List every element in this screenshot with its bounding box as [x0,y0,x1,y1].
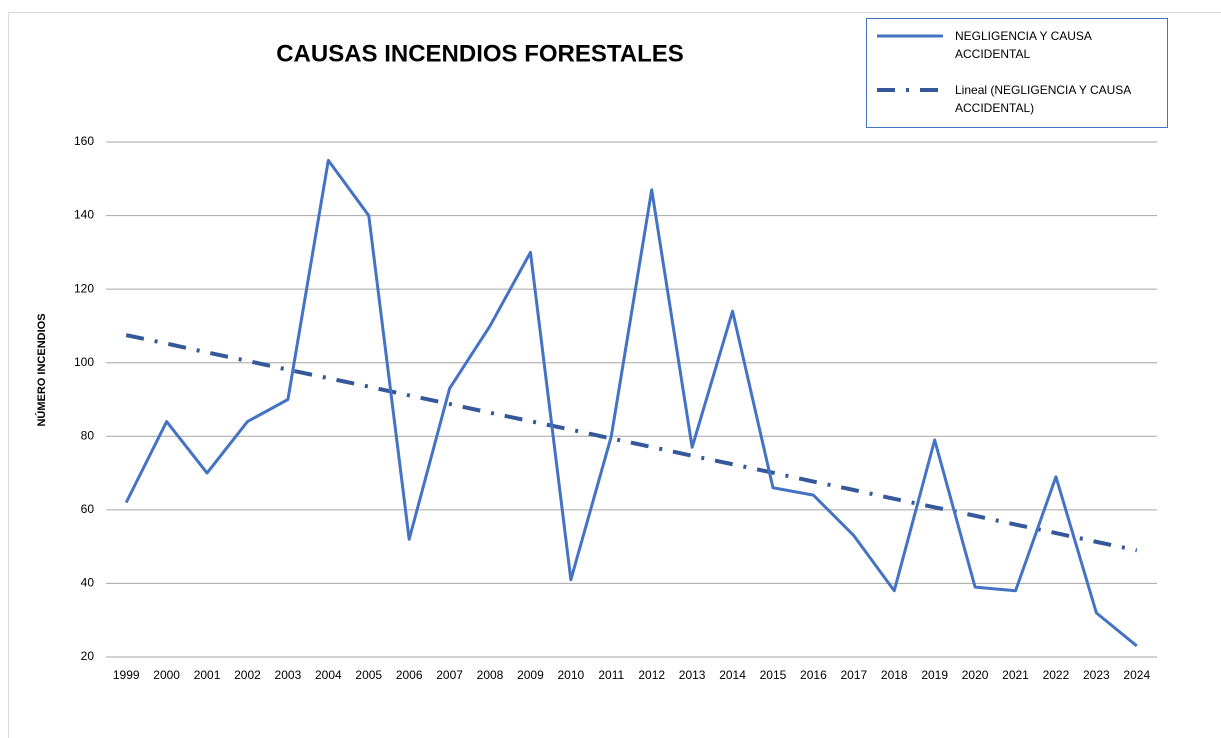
legend-label: Lineal (NEGLIGENCIA Y CAUSA ACCIDENTAL) [955,83,1131,115]
x-tick-label: 2017 [840,668,867,682]
legend-swatch [877,88,943,92]
y-tick-label: 80 [81,428,95,442]
x-tick-label: 2021 [1002,668,1029,682]
legend: NEGLIGENCIA Y CAUSA ACCIDENTAL Lineal (N… [866,18,1168,128]
x-tick-label: 2013 [679,668,706,682]
y-tick-label: 100 [74,355,94,369]
x-tick-label: 2001 [194,668,221,682]
legend-entry: NEGLIGENCIA Y CAUSA ACCIDENTAL [877,27,1145,63]
legend-entry: Lineal (NEGLIGENCIA Y CAUSA ACCIDENTAL) [877,81,1145,117]
x-tick-label: 2014 [719,668,746,682]
x-tick-label: 2005 [355,668,382,682]
series-line [125,333,1138,553]
x-tick-label: 2011 [598,668,624,682]
x-tick-label: 2019 [921,668,948,682]
y-axis-label: NÚMERO INCENDIOS [35,313,48,426]
series-line [124,158,1138,648]
legend-label: NEGLIGENCIA Y CAUSA ACCIDENTAL [955,29,1092,61]
y-tick-label: 160 [74,134,94,148]
y-tick-label: 60 [81,502,95,516]
x-tick-label: 2002 [234,668,261,682]
chart-title: CAUSAS INCENDIOS FORESTALES [276,40,684,67]
y-tick-label: 20 [81,649,95,663]
x-tick-label: 2022 [1043,668,1070,682]
x-tick-label: 2003 [275,668,302,682]
y-tick-label: 120 [74,281,94,295]
x-tick-label: 2015 [760,668,787,682]
x-tick-label: 2006 [396,668,423,682]
x-tick-label: 2004 [315,668,342,682]
x-tick-label: 2018 [881,668,908,682]
x-tick-label: 2016 [800,668,827,682]
x-tick-label: 2023 [1083,668,1110,682]
x-tick-label: 2010 [558,668,585,682]
y-tick-label: 140 [74,208,94,222]
x-tick-label: 2008 [477,668,504,682]
x-tick-label: 2007 [436,668,463,682]
y-tick-label: 40 [81,576,95,590]
legend-swatch [877,34,943,38]
x-tick-label: 2012 [638,668,665,682]
x-tick-label: 2024 [1123,668,1150,682]
x-tick-label: 2009 [517,668,544,682]
x-tick-label: 1999 [113,668,140,682]
x-tick-label: 2000 [153,668,180,682]
x-tick-label: 2020 [962,668,989,682]
